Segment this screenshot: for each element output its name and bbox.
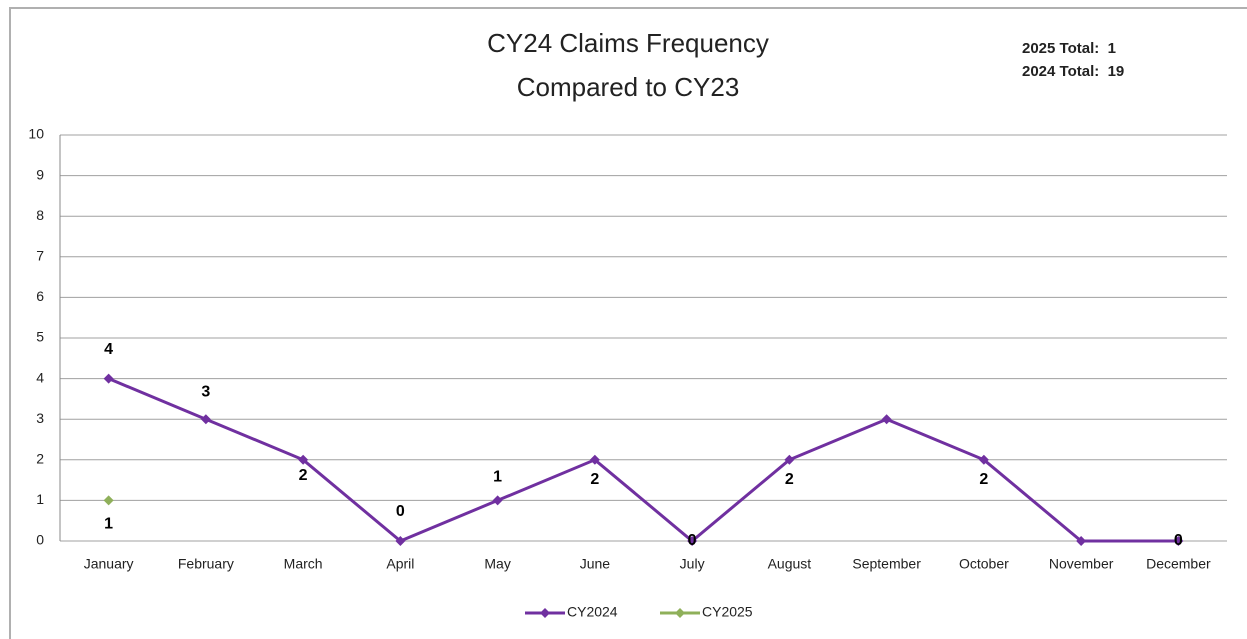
data-label: 4 <box>104 341 113 358</box>
x-tick-label: October <box>959 556 1009 572</box>
x-tick-label: April <box>386 556 414 572</box>
y-tick-label: 9 <box>36 166 44 182</box>
data-point <box>200 414 211 425</box>
data-point <box>103 495 114 506</box>
data-point <box>881 414 892 425</box>
data-label: 2 <box>590 471 599 488</box>
x-tick-label: September <box>852 556 921 572</box>
legend-marker <box>540 608 550 618</box>
y-tick-label: 7 <box>36 248 44 264</box>
x-tick-label: July <box>680 556 705 572</box>
series-line <box>108 377 1179 543</box>
data-point <box>978 454 989 465</box>
legend-marker <box>675 608 685 618</box>
y-tick-label: 4 <box>36 369 44 385</box>
x-tick-label: December <box>1146 556 1211 572</box>
data-point <box>1173 536 1184 546</box>
data-label: 0 <box>396 503 405 520</box>
data-point <box>395 536 406 546</box>
x-tick-label: March <box>284 556 323 572</box>
chart-title: Compared to CY23 <box>517 72 740 102</box>
data-label: 1 <box>104 516 113 533</box>
data-point <box>103 373 114 384</box>
y-tick-label: 6 <box>36 288 44 304</box>
data-point <box>1076 536 1087 546</box>
y-tick-label: 10 <box>28 126 44 142</box>
y-tick-label: 2 <box>36 451 44 467</box>
annotation: 2024 Total: 19 <box>1022 63 1124 80</box>
data-label: 2 <box>299 467 308 484</box>
chart-frame <box>9 7 1247 639</box>
x-tick-label: May <box>484 556 510 572</box>
data-label: 2 <box>979 471 988 488</box>
legend-label: CY2024 <box>567 604 618 620</box>
data-label: 1 <box>493 469 502 486</box>
y-tick-label: 3 <box>36 410 44 426</box>
x-tick-label: January <box>84 556 134 572</box>
legend-label: CY2025 <box>702 604 753 620</box>
x-tick-label: November <box>1049 556 1114 572</box>
data-point <box>492 495 503 506</box>
chart-title: CY24 Claims Frequency <box>487 28 769 58</box>
data-label: 2 <box>785 471 794 488</box>
annotation: 2025 Total: 1 <box>1022 40 1116 57</box>
y-tick-label: 5 <box>36 329 44 345</box>
data-label: 3 <box>201 383 210 400</box>
data-point <box>687 536 698 546</box>
data-point <box>298 454 309 465</box>
data-point <box>784 454 795 465</box>
data-label: 0 <box>1174 532 1183 549</box>
x-tick-label: August <box>768 556 812 572</box>
x-tick-label: June <box>580 556 611 572</box>
y-tick-label: 1 <box>36 491 44 507</box>
data-point <box>589 454 600 465</box>
y-tick-label: 0 <box>36 532 44 548</box>
x-tick-label: February <box>178 556 234 572</box>
data-label: 0 <box>688 532 697 549</box>
y-tick-label: 8 <box>36 207 44 223</box>
